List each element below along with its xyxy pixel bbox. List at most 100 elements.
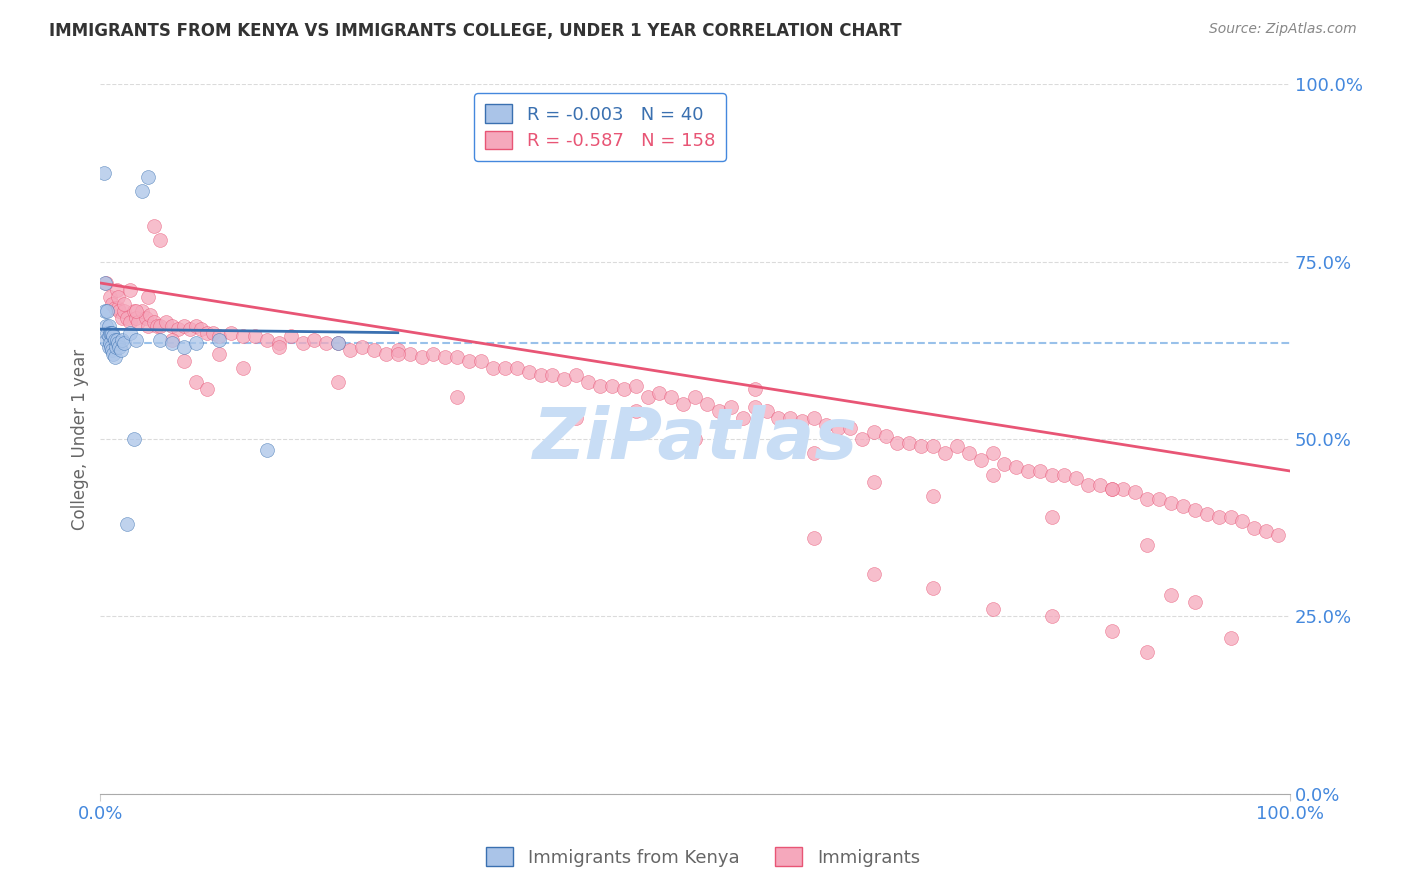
Legend: R = -0.003   N = 40, R = -0.587   N = 158: R = -0.003 N = 40, R = -0.587 N = 158 — [474, 94, 725, 161]
Point — [104, 333, 127, 347]
Point — [1101, 482, 1123, 496]
Point — [1136, 492, 1159, 507]
Point — [219, 326, 242, 340]
Point — [589, 379, 612, 393]
Point — [1171, 500, 1194, 514]
Point — [398, 347, 420, 361]
Point — [202, 326, 225, 340]
Point — [115, 517, 138, 532]
Point — [112, 304, 135, 318]
Point — [862, 425, 884, 439]
Point — [256, 442, 278, 457]
Point — [184, 318, 207, 333]
Point — [120, 283, 142, 297]
Point — [111, 311, 134, 326]
Point — [136, 290, 159, 304]
Point — [1184, 595, 1206, 609]
Point — [149, 318, 172, 333]
Point — [103, 347, 125, 361]
Point — [1208, 510, 1230, 524]
Point — [97, 318, 120, 333]
Point — [96, 276, 118, 290]
Point — [946, 439, 969, 453]
Point — [1195, 507, 1218, 521]
Point — [1029, 464, 1052, 478]
Point — [803, 446, 825, 460]
Point — [1040, 609, 1063, 624]
Point — [105, 283, 128, 297]
Point — [1160, 588, 1182, 602]
Point — [142, 315, 165, 329]
Point — [101, 326, 124, 340]
Point — [922, 439, 945, 453]
Point — [672, 396, 695, 410]
Point — [910, 439, 932, 453]
Point — [97, 329, 120, 343]
Point — [232, 329, 254, 343]
Point — [173, 354, 195, 368]
Point — [328, 336, 350, 351]
Point — [970, 453, 993, 467]
Point — [149, 333, 172, 347]
Point — [291, 336, 314, 351]
Point — [104, 340, 127, 354]
Point — [160, 333, 183, 347]
Point — [136, 318, 159, 333]
Point — [1184, 503, 1206, 517]
Point — [104, 301, 127, 315]
Point — [122, 304, 145, 318]
Point — [374, 347, 396, 361]
Point — [1232, 514, 1254, 528]
Legend: Immigrants from Kenya, Immigrants: Immigrants from Kenya, Immigrants — [479, 840, 927, 874]
Point — [304, 333, 326, 347]
Point — [243, 329, 266, 343]
Point — [179, 322, 201, 336]
Point — [768, 410, 790, 425]
Point — [744, 400, 766, 414]
Point — [815, 417, 838, 432]
Point — [96, 304, 118, 318]
Point — [1136, 538, 1159, 552]
Point — [624, 379, 647, 393]
Point — [267, 340, 290, 354]
Point — [110, 343, 132, 358]
Point — [208, 329, 231, 343]
Point — [838, 421, 860, 435]
Point — [98, 326, 121, 340]
Point — [104, 351, 127, 365]
Point — [101, 343, 124, 358]
Text: IMMIGRANTS FROM KENYA VS IMMIGRANTS COLLEGE, UNDER 1 YEAR CORRELATION CHART: IMMIGRANTS FROM KENYA VS IMMIGRANTS COLL… — [49, 22, 901, 40]
Point — [1256, 524, 1278, 539]
Point — [411, 351, 433, 365]
Point — [922, 489, 945, 503]
Point — [1219, 631, 1241, 645]
Point — [107, 301, 129, 315]
Point — [112, 336, 135, 351]
Point — [1125, 485, 1147, 500]
Text: ZiPatlas: ZiPatlas — [533, 405, 858, 474]
Point — [387, 347, 409, 361]
Point — [576, 376, 599, 390]
Point — [1136, 645, 1159, 659]
Point — [541, 368, 564, 383]
Point — [131, 304, 153, 318]
Point — [446, 390, 468, 404]
Point — [624, 403, 647, 417]
Point — [155, 315, 177, 329]
Point — [139, 308, 162, 322]
Point — [1040, 510, 1063, 524]
Point — [470, 354, 492, 368]
Point — [184, 336, 207, 351]
Point — [328, 376, 350, 390]
Point — [1088, 478, 1111, 492]
Point — [232, 361, 254, 376]
Point — [1053, 467, 1076, 482]
Point — [600, 379, 623, 393]
Point — [755, 403, 778, 417]
Point — [142, 219, 165, 234]
Point — [111, 333, 134, 347]
Point — [565, 410, 588, 425]
Point — [981, 602, 1004, 616]
Point — [1219, 510, 1241, 524]
Point — [1147, 492, 1170, 507]
